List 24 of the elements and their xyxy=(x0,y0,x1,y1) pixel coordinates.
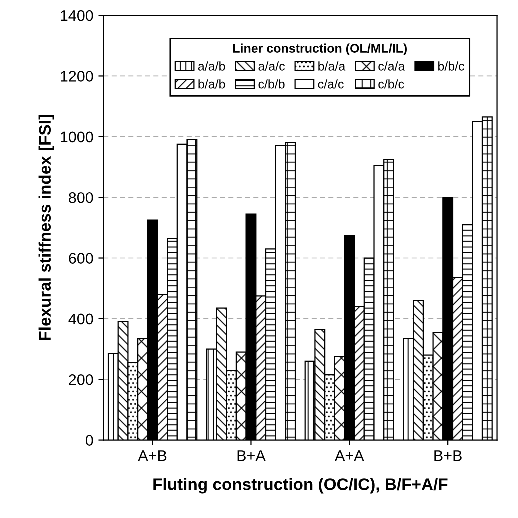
y-tick-label: 400 xyxy=(68,314,94,325)
y-tick-label: 1200 xyxy=(61,71,94,82)
legend-label: a/a/c xyxy=(258,62,285,71)
y-tick-label: 0 xyxy=(86,435,94,446)
x-axis-title: Fluting construction (OC/IC), B/F+A/F xyxy=(154,478,448,494)
legend-label: c/b/b xyxy=(258,80,285,89)
legend-title: Liner construction (OL/ML/IL) xyxy=(233,44,408,56)
x-tick-label: B+A xyxy=(238,450,266,462)
legend-label: c/b/c xyxy=(378,80,404,89)
y-tick-label: 200 xyxy=(69,374,94,386)
y-tick-label: 1000 xyxy=(61,132,94,143)
legend-label: b/a/a xyxy=(318,62,346,71)
y-axis-title: Flexural stiffness index [FSI] xyxy=(38,115,54,340)
legend-label: a/a/b xyxy=(198,62,226,71)
y-tick-label: 800 xyxy=(69,192,94,204)
x-tick-label: B+B xyxy=(434,450,462,462)
legend-label: c/a/a xyxy=(378,62,406,71)
legend-label: b/a/b xyxy=(198,80,226,89)
x-tick-label: A+B xyxy=(138,450,167,462)
x-tick-label: A+A xyxy=(335,450,364,462)
y-tick-label: 600 xyxy=(69,253,94,264)
legend-label: c/a/c xyxy=(318,80,344,89)
y-tick-label: 1400 xyxy=(61,10,94,22)
legend-label: b/b/c xyxy=(438,62,464,71)
